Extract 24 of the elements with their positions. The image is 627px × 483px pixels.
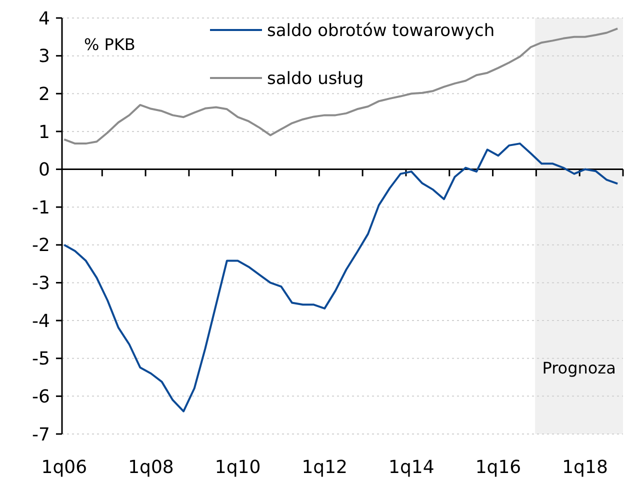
x-tick-label: 1q06	[41, 457, 88, 478]
y-tick-label: 4	[38, 8, 50, 30]
x-tick-label: 1q08	[128, 457, 174, 478]
y-axis-title: % PKB	[84, 35, 136, 54]
y-tick-label: -6	[32, 386, 50, 408]
y-tick-label: 0	[38, 160, 50, 181]
legend-label: saldo usług	[267, 68, 364, 89]
x-tick-label: 1q12	[302, 457, 348, 478]
y-tick-label: 1	[38, 122, 50, 143]
x-tick-label: 1q18	[562, 457, 608, 478]
annotation: Prognoza	[542, 358, 616, 378]
y-tick-label: -1	[32, 197, 50, 218]
x-tick-label: 1q16	[475, 457, 522, 478]
y-tick-label: -4	[32, 310, 50, 332]
legend-label: saldo obrotów towarowych	[267, 20, 495, 41]
x-tick-label: 1q10	[214, 457, 261, 478]
x-tick-label: 1q14	[388, 457, 434, 478]
y-tick-label: -7	[32, 424, 50, 446]
y-tick-label: 2	[38, 84, 50, 105]
y-tick-label: -5	[32, 348, 50, 370]
y-tick-label: -3	[32, 273, 50, 294]
y-tick-label: -2	[32, 235, 50, 256]
line-series	[63, 142, 619, 412]
y-tick-label: 3	[38, 46, 50, 68]
